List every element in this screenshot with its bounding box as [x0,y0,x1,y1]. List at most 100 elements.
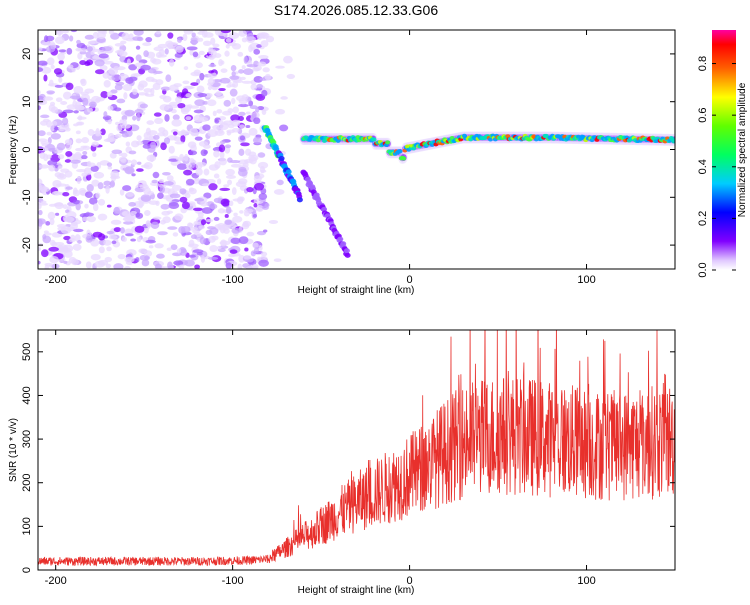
spectrogram-cell [53,191,60,195]
spectrogram-cell [155,200,160,206]
spectrogram-cell [190,39,199,45]
spectrogram-cell [63,260,68,264]
spectrogram-cell [121,152,128,158]
snr-y-tick-label: 100 [21,517,33,535]
spectrogram-cell [151,58,162,65]
chart-title: S174.2026.085.12.33.G06 [274,2,438,18]
spectrogram-cell [64,139,73,145]
colorbar-tick-label: 0.0 [697,262,709,277]
spectrogram-cell [38,60,48,66]
spectrogram-cell [54,84,64,88]
spectrogram-cell [195,168,203,176]
spectrogram-cell [136,168,144,172]
spectrogram-cell [244,247,249,252]
spectrogram-cell [220,140,226,145]
spectrogram-cell [87,215,97,223]
spectrogram-cell [152,82,161,91]
spectrogram-cell [153,134,160,140]
spectrogram-cell [140,194,152,202]
spectrogram-cell [103,239,112,246]
spectrogram-cell [203,32,214,38]
spectrogram-cell [64,159,72,163]
spectrogram-cell [161,171,171,176]
spectrogram-cell [82,97,89,106]
spectrogram-cell [174,213,184,221]
spectrogram-cell [106,230,115,235]
spectrogram-cell [252,136,263,144]
spectrogram-cell [135,45,141,50]
spectrogram-cell [183,30,194,35]
spectrogram-cell [273,258,282,263]
spectrogram-cell [215,91,222,97]
spectrogram-cell [184,85,195,90]
spectrogram-cell [239,210,244,214]
spectrogram-cell [193,109,204,114]
spectrogram-cell [176,163,188,170]
spectrogram-cell [121,211,128,216]
spectrogram-cell [169,193,181,199]
spectrogram-cell [46,131,53,136]
spectrogram-cell [246,231,255,237]
spectrogram-cell [76,176,82,184]
spectrogram-cell [76,169,87,173]
spectrogram-cell [194,99,206,107]
spectrogram-cell [237,51,244,57]
spectrogram-cell [144,209,151,217]
spectrogram-cell [257,61,267,67]
spectrogram-cell [54,36,65,45]
spectrogram-x-tick-label: -200 [45,274,67,286]
spectrogram-cell [225,37,232,43]
spectrogram-cell [190,234,197,240]
snr-y-ticks: 0 100 200 300 400 500 [21,343,675,573]
spectrogram-cell [90,165,99,172]
spectrogram-cell [109,152,117,159]
spectrogram-cell [335,138,341,143]
spectrogram-cell [57,165,63,170]
spectrogram-cell [63,216,75,223]
spectrogram-cell [195,62,203,69]
spectrogram-cell [238,148,245,156]
spectrogram-cell [65,82,74,91]
spectrogram-cell [276,179,284,186]
spectrogram-cell [167,226,178,230]
spectrogram-cell [51,120,58,127]
spectrogram-cell [211,86,218,91]
spectrogram-cell [258,259,269,267]
spectrogram-cell [72,199,80,205]
spectrogram-cell [258,55,269,60]
spectrogram-cell [224,219,232,225]
spectrogram-cell [261,89,268,97]
spectrogram-cell [256,83,263,89]
spectrogram-cell [99,65,108,71]
spectrogram-cell [106,91,113,98]
spectrogram-cell [217,222,225,229]
spectrogram-cell [225,262,233,269]
spectrogram-cell [45,46,56,53]
spectrogram-cell [167,261,173,269]
spectrogram-cell [296,197,303,203]
spectrogram-cell [449,136,455,141]
spectrogram-cell [74,151,82,160]
spectrogram-cell [207,256,219,260]
spectrogram-cell [199,72,205,81]
spectrogram-cell [171,119,182,127]
spectrogram-cell [245,36,256,42]
spectrogram-y-tick-label: 20 [21,48,33,60]
spectrogram-cell [185,163,192,169]
spectrogram-cell [183,66,189,71]
spectrogram-cell [142,143,152,149]
spectrogram-cell [150,221,160,229]
spectrogram-cell [170,244,178,251]
spectrogram-cell [166,210,174,214]
spectrogram-cell [95,96,105,102]
spectrogram-cell [38,260,41,265]
spectrogram-cell [173,260,184,266]
spectrogram-cell [156,253,165,259]
spectrogram-cell [136,140,144,146]
spectrogram-cell [196,251,203,256]
spectrogram-cell [253,203,258,208]
spectrogram-cell [119,189,125,196]
spectrogram-cell [66,47,73,55]
spectrogram-cell [177,37,182,43]
spectrogram-cell [166,175,174,182]
